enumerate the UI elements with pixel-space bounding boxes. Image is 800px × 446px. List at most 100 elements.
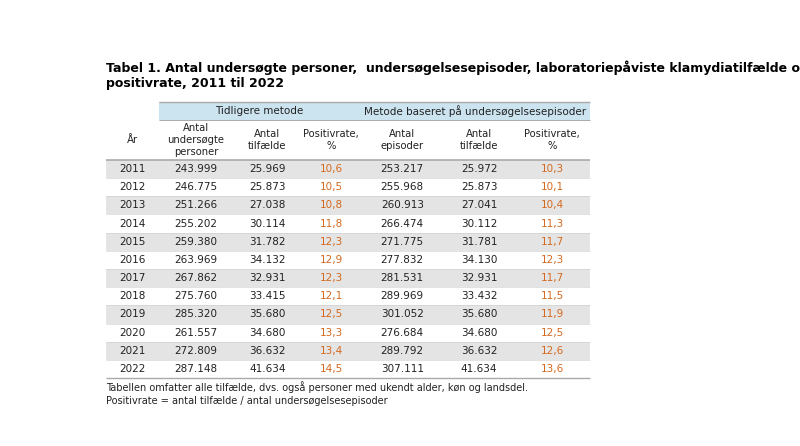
Text: Tidligere metode: Tidligere metode bbox=[215, 106, 304, 116]
Text: 2016: 2016 bbox=[119, 255, 146, 265]
Text: 251.266: 251.266 bbox=[174, 200, 218, 211]
Text: 12,1: 12,1 bbox=[319, 291, 342, 301]
Text: 2017: 2017 bbox=[119, 273, 146, 283]
Text: Metode baseret på undersøgelsesepisoder: Metode baseret på undersøgelsesepisoder bbox=[364, 105, 586, 117]
Text: 41.634: 41.634 bbox=[249, 364, 286, 374]
Text: 31.782: 31.782 bbox=[249, 237, 286, 247]
Text: Positivrate = antal tilfælde / antal undersøgelsesepisoder: Positivrate = antal tilfælde / antal und… bbox=[106, 396, 388, 406]
Text: 253.217: 253.217 bbox=[381, 164, 424, 174]
Text: År: År bbox=[127, 135, 138, 145]
Text: 12,6: 12,6 bbox=[540, 346, 564, 356]
Text: 259.380: 259.380 bbox=[174, 237, 218, 247]
Text: 275.760: 275.760 bbox=[174, 291, 218, 301]
Text: Antal
undersøgte
personer: Antal undersøgte personer bbox=[168, 123, 225, 157]
Text: 267.862: 267.862 bbox=[174, 273, 218, 283]
Text: 289.792: 289.792 bbox=[381, 346, 424, 356]
Text: 2022: 2022 bbox=[119, 364, 146, 374]
Text: 30.114: 30.114 bbox=[250, 219, 286, 229]
Text: 12,9: 12,9 bbox=[319, 255, 342, 265]
Text: 35.680: 35.680 bbox=[461, 310, 498, 319]
Text: 10,8: 10,8 bbox=[319, 200, 342, 211]
Text: 10,3: 10,3 bbox=[541, 164, 563, 174]
Text: 36.632: 36.632 bbox=[461, 346, 498, 356]
Text: 12,3: 12,3 bbox=[540, 255, 564, 265]
Text: 41.634: 41.634 bbox=[461, 364, 498, 374]
Text: 10,6: 10,6 bbox=[319, 164, 342, 174]
Text: 260.913: 260.913 bbox=[381, 200, 424, 211]
Text: 32.931: 32.931 bbox=[461, 273, 498, 283]
Text: 10,4: 10,4 bbox=[541, 200, 563, 211]
Text: Positivrate,
%: Positivrate, % bbox=[524, 129, 580, 151]
Text: 25.873: 25.873 bbox=[249, 182, 286, 192]
Text: 27.038: 27.038 bbox=[250, 200, 286, 211]
Text: 277.832: 277.832 bbox=[381, 255, 424, 265]
Text: Tabellen omfatter alle tilfælde, dvs. også personer med ukendt alder, køn og lan: Tabellen omfatter alle tilfælde, dvs. og… bbox=[106, 381, 528, 393]
Text: 281.531: 281.531 bbox=[381, 273, 424, 283]
Text: 25.969: 25.969 bbox=[249, 164, 286, 174]
Text: 12,3: 12,3 bbox=[319, 237, 342, 247]
Text: Antal
tilfælde: Antal tilfælde bbox=[460, 129, 498, 151]
Text: 2021: 2021 bbox=[119, 346, 146, 356]
Text: 30.112: 30.112 bbox=[461, 219, 498, 229]
Text: 272.809: 272.809 bbox=[174, 346, 218, 356]
Text: 25.873: 25.873 bbox=[461, 182, 498, 192]
Text: 2011: 2011 bbox=[119, 164, 146, 174]
Text: 12,3: 12,3 bbox=[319, 273, 342, 283]
Text: 263.969: 263.969 bbox=[174, 255, 218, 265]
FancyBboxPatch shape bbox=[159, 102, 360, 120]
Text: 11,9: 11,9 bbox=[540, 310, 564, 319]
Text: 27.041: 27.041 bbox=[461, 200, 498, 211]
Text: 35.680: 35.680 bbox=[250, 310, 286, 319]
Text: 13,4: 13,4 bbox=[319, 346, 342, 356]
Text: 12,5: 12,5 bbox=[540, 328, 564, 338]
Text: 34.680: 34.680 bbox=[250, 328, 286, 338]
FancyBboxPatch shape bbox=[360, 102, 590, 120]
Text: 10,1: 10,1 bbox=[541, 182, 563, 192]
Text: 12,5: 12,5 bbox=[319, 310, 342, 319]
Text: 11,7: 11,7 bbox=[540, 237, 564, 247]
Text: 255.202: 255.202 bbox=[174, 219, 218, 229]
Text: 271.775: 271.775 bbox=[381, 237, 424, 247]
Text: 25.972: 25.972 bbox=[461, 164, 498, 174]
Text: 11,7: 11,7 bbox=[540, 273, 564, 283]
Text: 2014: 2014 bbox=[119, 219, 146, 229]
Text: 289.969: 289.969 bbox=[381, 291, 424, 301]
FancyBboxPatch shape bbox=[106, 269, 590, 287]
Text: 36.632: 36.632 bbox=[249, 346, 286, 356]
Text: 34.130: 34.130 bbox=[461, 255, 498, 265]
Text: 301.052: 301.052 bbox=[381, 310, 424, 319]
Text: 11,5: 11,5 bbox=[540, 291, 564, 301]
Text: 255.968: 255.968 bbox=[381, 182, 424, 192]
FancyBboxPatch shape bbox=[106, 306, 590, 323]
Text: 2020: 2020 bbox=[119, 328, 146, 338]
FancyBboxPatch shape bbox=[106, 160, 590, 178]
FancyBboxPatch shape bbox=[106, 196, 590, 215]
FancyBboxPatch shape bbox=[106, 233, 590, 251]
Text: 2019: 2019 bbox=[119, 310, 146, 319]
Text: 11,8: 11,8 bbox=[319, 219, 342, 229]
Text: 13,6: 13,6 bbox=[540, 364, 564, 374]
Text: 34.132: 34.132 bbox=[249, 255, 286, 265]
Text: 246.775: 246.775 bbox=[174, 182, 218, 192]
Text: 285.320: 285.320 bbox=[174, 310, 218, 319]
Text: 243.999: 243.999 bbox=[174, 164, 218, 174]
Text: 31.781: 31.781 bbox=[461, 237, 498, 247]
Text: 287.148: 287.148 bbox=[174, 364, 218, 374]
Text: 33.432: 33.432 bbox=[461, 291, 498, 301]
Text: 2018: 2018 bbox=[119, 291, 146, 301]
Text: 32.931: 32.931 bbox=[249, 273, 286, 283]
Text: 261.557: 261.557 bbox=[174, 328, 218, 338]
Text: 14,5: 14,5 bbox=[319, 364, 342, 374]
Text: 307.111: 307.111 bbox=[381, 364, 424, 374]
Text: 13,3: 13,3 bbox=[319, 328, 342, 338]
Text: 2012: 2012 bbox=[119, 182, 146, 192]
Text: Antal
tilfælde: Antal tilfælde bbox=[248, 129, 286, 151]
Text: Tabel 1. Antal undersøgte personer,  undersøgelsesepisoder, laboratoriepåviste k: Tabel 1. Antal undersøgte personer, unde… bbox=[106, 60, 800, 75]
Text: Positivrate,
%: Positivrate, % bbox=[303, 129, 359, 151]
Text: Antal
episoder: Antal episoder bbox=[381, 129, 424, 151]
Text: 266.474: 266.474 bbox=[381, 219, 424, 229]
Text: 10,5: 10,5 bbox=[319, 182, 342, 192]
Text: 2013: 2013 bbox=[119, 200, 146, 211]
Text: 34.680: 34.680 bbox=[461, 328, 498, 338]
FancyBboxPatch shape bbox=[106, 342, 590, 360]
